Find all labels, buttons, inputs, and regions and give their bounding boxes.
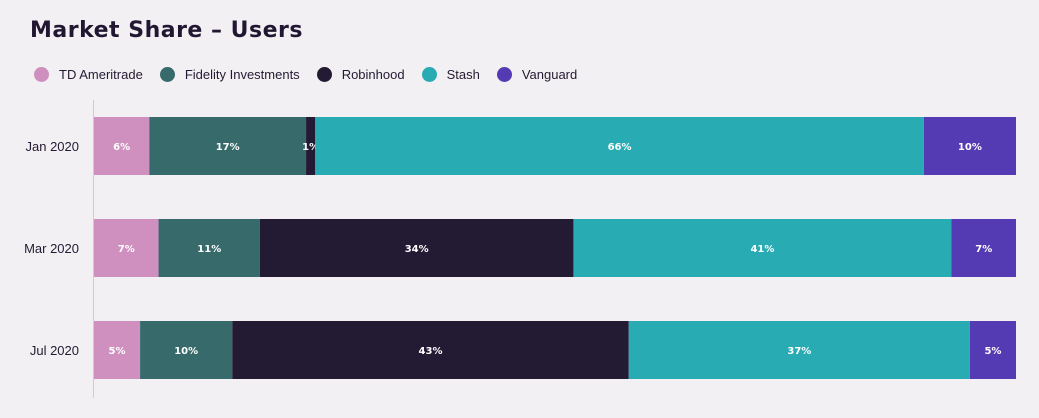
legend-swatch-stash <box>421 67 437 82</box>
bar-segment-robinhood-mar-2020[interactable] <box>259 219 574 277</box>
legend: TD Ameritrade Fidelity Investments Robin… <box>34 67 594 82</box>
bar-segment-robinhood-jan-2020[interactable] <box>306 117 316 175</box>
legend-swatch-vanguard <box>496 67 512 82</box>
legend-item-fidelity-investments[interactable]: Fidelity Investments <box>159 67 300 82</box>
legend-label-td-ameritrade: TD Ameritrade <box>59 67 143 82</box>
category-label-jan-2020: Jan 2020 <box>26 139 80 154</box>
data-label-vanguard-jul-2020: 5% <box>984 346 1001 357</box>
bar-segment-vanguard-jul-2020[interactable] <box>969 321 1016 379</box>
category-label-mar-2020: Mar 2020 <box>24 241 79 256</box>
data-label-stash-jan-2020: 66% <box>608 142 632 153</box>
data-label-td-ameritrade-mar-2020: 7% <box>118 244 135 255</box>
data-label-robinhood-mar-2020: 34% <box>405 244 429 255</box>
data-label-stash-mar-2020: 41% <box>750 244 774 255</box>
data-label-robinhood-jul-2020: 43% <box>419 346 443 357</box>
legend-swatch-robinhood <box>316 67 332 82</box>
bar-segment-fidelity-investments-mar-2020[interactable] <box>158 219 260 277</box>
legend-item-stash[interactable]: Stash <box>421 67 480 82</box>
legend-label-robinhood: Robinhood <box>341 67 405 82</box>
data-label-fidelity-investments-jul-2020: 10% <box>174 346 198 357</box>
bar-segment-td-ameritrade-jan-2020[interactable] <box>94 117 150 175</box>
data-label-vanguard-mar-2020: 7% <box>975 244 992 255</box>
legend-item-robinhood[interactable]: Robinhood <box>316 67 405 82</box>
bar-segment-stash-mar-2020[interactable] <box>573 219 952 277</box>
bar-segment-fidelity-investments-jan-2020[interactable] <box>149 117 307 175</box>
bar-segment-stash-jan-2020[interactable] <box>315 117 924 175</box>
data-label-robinhood-jan-2020: 1% <box>302 142 319 153</box>
bar-segment-fidelity-investments-jul-2020[interactable] <box>140 321 233 379</box>
legend-label-fidelity-investments: Fidelity Investments <box>184 67 300 82</box>
bar-segment-robinhood-jul-2020[interactable] <box>232 321 629 379</box>
legend-swatch-td-ameritrade <box>34 67 49 82</box>
bar-segment-vanguard-mar-2020[interactable] <box>951 219 1016 277</box>
bar-segment-td-ameritrade-mar-2020[interactable] <box>94 219 159 277</box>
bar-segment-vanguard-jan-2020[interactable] <box>923 117 1016 175</box>
data-label-stash-jul-2020: 37% <box>787 346 811 357</box>
bar-segment-stash-jul-2020[interactable] <box>628 321 970 379</box>
legend-label-stash: Stash <box>446 67 480 82</box>
data-label-fidelity-investments-jan-2020: 17% <box>216 142 240 153</box>
legend-label-vanguard: Vanguard <box>521 67 578 82</box>
legend-item-td-ameritrade[interactable]: TD Ameritrade <box>34 67 143 82</box>
legend-item-vanguard[interactable]: Vanguard <box>496 67 578 82</box>
bar-segment-td-ameritrade-jul-2020[interactable] <box>94 321 141 379</box>
data-label-td-ameritrade-jul-2020: 5% <box>109 346 126 357</box>
data-label-vanguard-jan-2020: 10% <box>958 142 982 153</box>
chart-title: Market Share – Users <box>30 18 303 43</box>
data-label-td-ameritrade-jan-2020: 6% <box>113 142 130 153</box>
legend-swatch-fidelity-investments <box>159 67 175 82</box>
category-label-jul-2020: Jul 2020 <box>30 343 79 358</box>
data-label-fidelity-investments-mar-2020: 11% <box>197 244 221 255</box>
